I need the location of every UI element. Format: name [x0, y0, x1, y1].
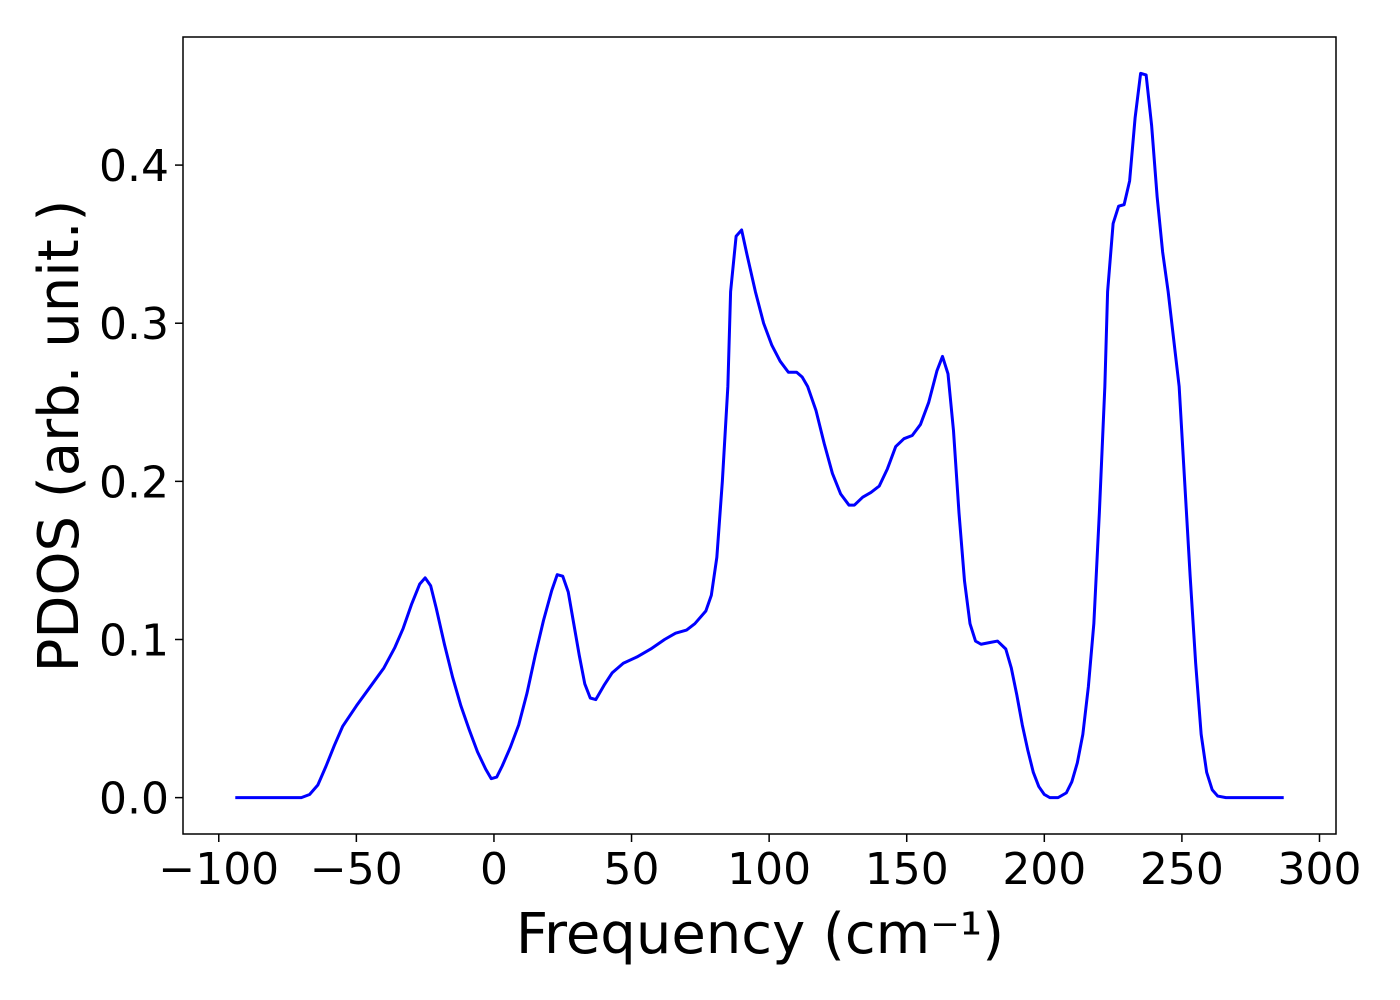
x-tick-label: 100: [727, 844, 811, 895]
y-tick-label: 0.3: [99, 299, 169, 350]
x-tick-label: −100: [158, 844, 279, 895]
x-tick-label: −50: [310, 844, 403, 895]
y-tick-label: 0.1: [99, 615, 169, 666]
plot-frame: [182, 36, 1337, 835]
y-tick-label: 0.2: [99, 457, 169, 508]
x-axis-label: Frequency (cm⁻¹): [516, 902, 1004, 967]
y-axis-label: PDOS (arb. unit.): [27, 200, 92, 673]
x-tick-label: 50: [604, 844, 660, 895]
x-tick-label: 150: [865, 844, 949, 895]
x-tick-label: 250: [1140, 844, 1224, 895]
x-tick-label: 0: [480, 844, 508, 895]
y-tick-label: 0.0: [99, 774, 169, 825]
data-line: [235, 71, 1284, 800]
x-tick-label: 300: [1277, 844, 1361, 895]
y-tick-label: 0.4: [99, 141, 169, 192]
x-tick-label: 200: [1002, 844, 1086, 895]
